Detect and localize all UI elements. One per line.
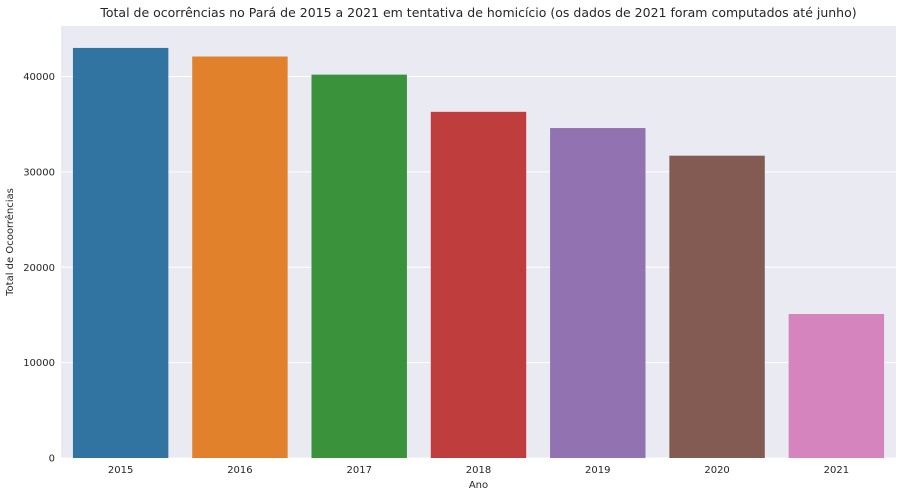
x-tick-label: 2021	[824, 465, 849, 476]
bar-2021	[788, 314, 885, 458]
x-tick-label: 2019	[585, 465, 610, 476]
y-tick-label: 30000	[23, 167, 55, 178]
y-tick-label: 40000	[23, 72, 55, 83]
bar-2020	[669, 155, 765, 458]
x-tick-label: 2017	[346, 465, 371, 476]
x-axis-label: Ano	[469, 480, 488, 491]
x-tick-label: 2018	[466, 465, 491, 476]
x-tick-label: 2016	[227, 465, 252, 476]
bars	[72, 47, 885, 459]
x-tick-label: 2020	[704, 465, 729, 476]
y-tick-label: 0	[49, 454, 55, 465]
x-tick-labels: 2015 2016 2017 2018 2019 2020 2021	[108, 465, 849, 476]
y-tick-labels: 0 10000 20000 30000 40000	[23, 72, 55, 464]
bar-2016	[192, 56, 288, 459]
x-tick-label: 2015	[108, 465, 133, 476]
bar-2018	[430, 111, 527, 458]
bar-2015	[72, 47, 169, 458]
y-axis-label: Total de Ocoorrências	[4, 188, 16, 297]
chart-title: Total de ocorrências no Pará de 2015 a 2…	[99, 5, 856, 20]
y-tick-label: 10000	[23, 358, 55, 369]
bar-2017	[311, 74, 407, 458]
bar-2019	[550, 128, 646, 458]
y-tick-label: 20000	[23, 263, 55, 274]
